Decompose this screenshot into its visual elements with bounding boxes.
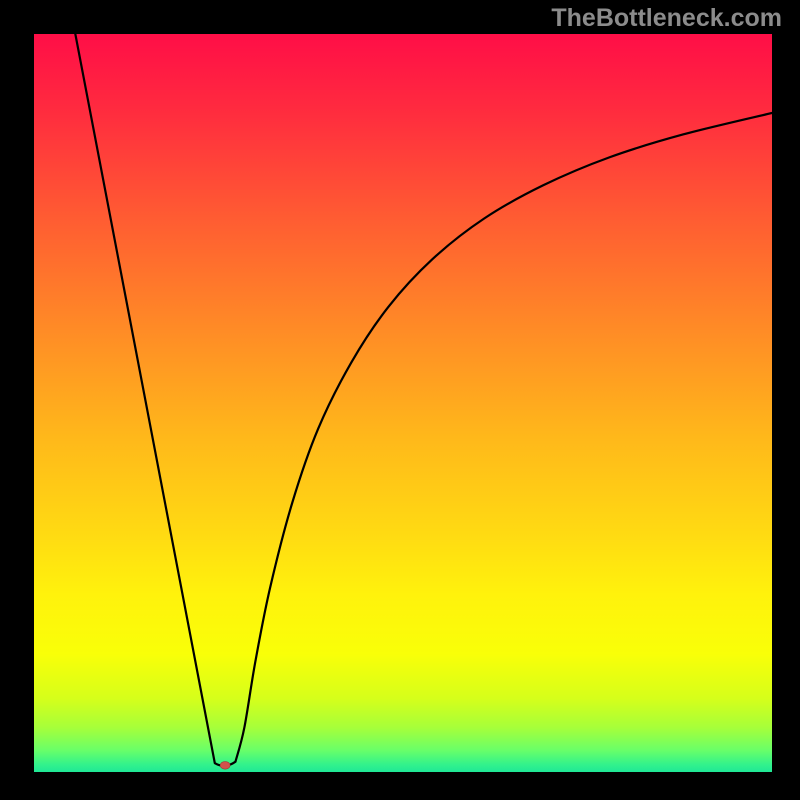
plot-svg (34, 34, 772, 772)
chart-frame: TheBottleneck.com (0, 0, 800, 800)
optimal-point-marker (220, 762, 230, 770)
source-watermark: TheBottleneck.com (551, 4, 782, 33)
gradient-background (34, 34, 772, 772)
plot-area (34, 34, 772, 772)
